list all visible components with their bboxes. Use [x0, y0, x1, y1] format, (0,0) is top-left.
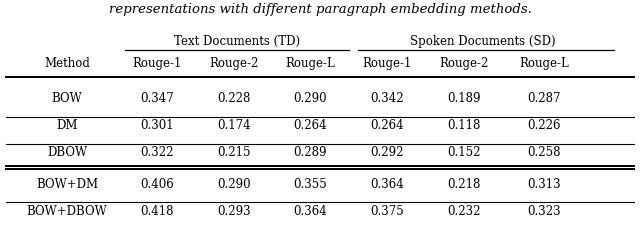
Text: 0.406: 0.406 [140, 177, 173, 190]
Text: 0.232: 0.232 [447, 204, 481, 217]
Text: 0.264: 0.264 [294, 118, 327, 131]
Text: 0.264: 0.264 [371, 118, 404, 131]
Text: 0.313: 0.313 [527, 177, 561, 190]
Text: 0.189: 0.189 [447, 91, 481, 104]
Text: 0.289: 0.289 [294, 146, 327, 159]
Text: Rouge-2: Rouge-2 [439, 57, 489, 70]
Text: 0.218: 0.218 [447, 177, 481, 190]
Text: 0.322: 0.322 [140, 146, 173, 159]
Text: 0.342: 0.342 [371, 91, 404, 104]
Text: Rouge-L: Rouge-L [519, 57, 569, 70]
Text: 0.292: 0.292 [371, 146, 404, 159]
Text: 0.226: 0.226 [527, 118, 561, 131]
Text: 0.118: 0.118 [447, 118, 481, 131]
Text: DBOW: DBOW [47, 146, 87, 159]
Text: 0.418: 0.418 [140, 204, 173, 217]
Text: 0.323: 0.323 [527, 204, 561, 217]
Text: Rouge-2: Rouge-2 [209, 57, 259, 70]
Text: 0.287: 0.287 [527, 91, 561, 104]
Text: 0.258: 0.258 [527, 146, 561, 159]
Text: 0.290: 0.290 [294, 91, 327, 104]
Text: 0.347: 0.347 [140, 91, 173, 104]
Text: 0.293: 0.293 [217, 204, 250, 217]
Text: 0.174: 0.174 [217, 118, 250, 131]
Text: Method: Method [44, 57, 90, 70]
Text: Rouge-1: Rouge-1 [132, 57, 182, 70]
Text: Spoken Documents (SD): Spoken Documents (SD) [410, 35, 556, 48]
Text: BOW+DBOW: BOW+DBOW [27, 204, 108, 217]
Text: 0.375: 0.375 [371, 204, 404, 217]
Text: 0.290: 0.290 [217, 177, 250, 190]
Text: Rouge-1: Rouge-1 [362, 57, 412, 70]
Text: DM: DM [56, 118, 78, 131]
Text: representations with different paragraph embedding methods.: representations with different paragraph… [109, 3, 531, 16]
Text: 0.215: 0.215 [217, 146, 250, 159]
Text: Text Documents (TD): Text Documents (TD) [173, 35, 300, 48]
Text: BOW: BOW [52, 91, 83, 104]
Text: 0.364: 0.364 [294, 204, 327, 217]
Text: 0.228: 0.228 [217, 91, 250, 104]
Text: Rouge-L: Rouge-L [285, 57, 335, 70]
Text: 0.301: 0.301 [140, 118, 173, 131]
Text: 0.152: 0.152 [447, 146, 481, 159]
Text: 0.364: 0.364 [371, 177, 404, 190]
Text: 0.355: 0.355 [294, 177, 327, 190]
Text: BOW+DM: BOW+DM [36, 177, 99, 190]
